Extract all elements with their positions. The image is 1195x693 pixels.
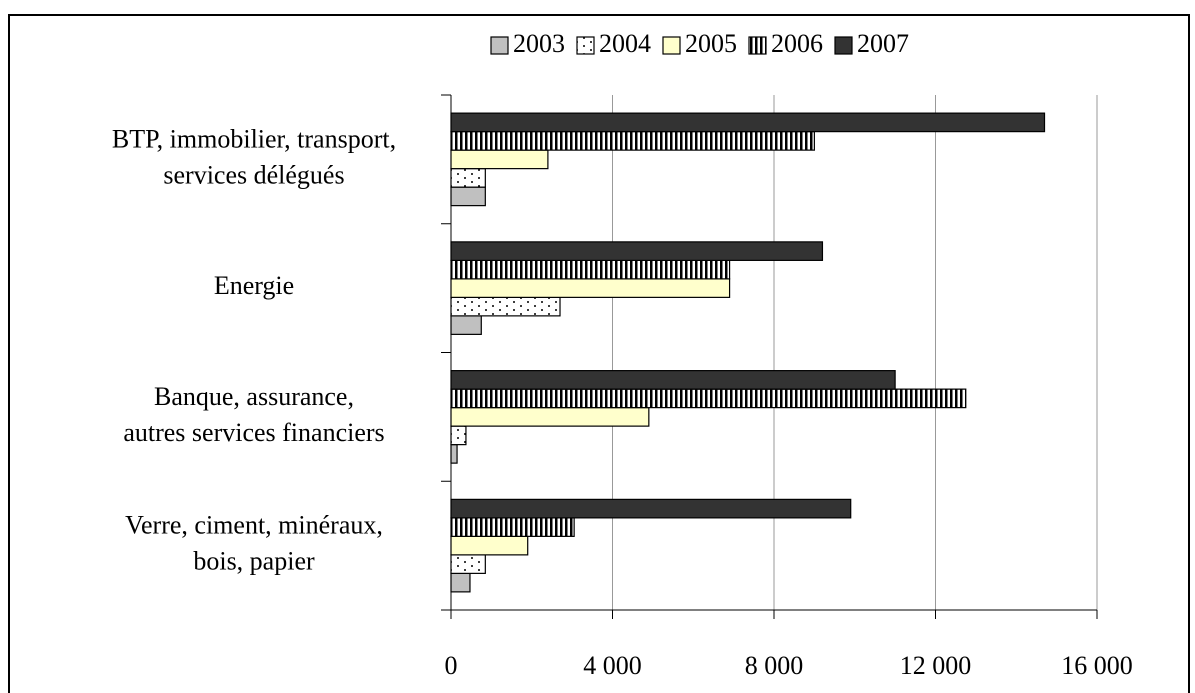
legend-swatch <box>490 36 509 55</box>
x-tick-label: 8 000 <box>745 651 804 680</box>
bar <box>450 278 731 298</box>
legend-label: 2003 <box>513 29 565 58</box>
x-tick-label: 0 <box>445 651 458 680</box>
bar <box>450 388 967 409</box>
legend-swatch <box>748 36 767 55</box>
bar <box>450 315 482 335</box>
legend-label: 2006 <box>771 29 823 58</box>
bar <box>450 168 486 188</box>
bar <box>450 112 1046 133</box>
bar <box>450 259 731 280</box>
legend-swatch <box>662 36 681 55</box>
bar <box>450 554 486 574</box>
bar <box>450 425 467 446</box>
y-tick-label: Verre, ciment, minéraux, <box>125 511 383 540</box>
x-tick-label: 12 000 <box>900 651 972 680</box>
legend-swatch <box>576 36 595 55</box>
y-tick-label: autres services financiers <box>123 418 384 447</box>
bar <box>450 517 575 537</box>
x-tick-label: 16 000 <box>1061 651 1133 680</box>
legend-label: 2004 <box>599 29 651 58</box>
bar <box>450 370 896 390</box>
y-tick-label: Banque, assurance, <box>154 382 354 411</box>
legend-label: 2007 <box>857 29 909 58</box>
y-tick-label: services délégués <box>163 160 344 189</box>
bar <box>450 572 471 593</box>
bar <box>450 241 824 261</box>
bar <box>450 498 852 519</box>
x-tick-label: 4 000 <box>583 651 642 680</box>
bar <box>450 149 549 170</box>
bar <box>450 535 529 556</box>
frame <box>8 14 1190 693</box>
y-tick-label: Energie <box>214 271 294 300</box>
bar <box>450 131 815 151</box>
legend-swatch <box>834 36 853 55</box>
y-tick-label: bois, papier <box>193 547 315 576</box>
bar <box>450 296 561 317</box>
bar <box>450 407 650 427</box>
legend-label: 2005 <box>685 29 737 58</box>
y-tick-label: BTP, immobilier, transport, <box>112 124 396 153</box>
bar <box>450 186 486 207</box>
bar <box>450 444 458 464</box>
